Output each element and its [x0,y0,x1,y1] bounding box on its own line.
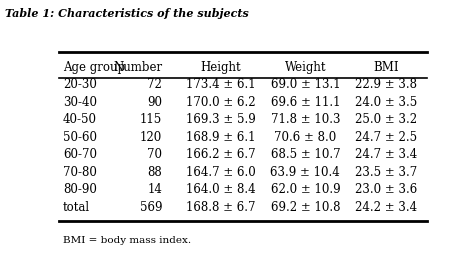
Text: 23.0 ± 3.6: 23.0 ± 3.6 [355,183,417,196]
Text: 120: 120 [140,131,162,144]
Text: 164.7 ± 6.0: 164.7 ± 6.0 [186,166,256,179]
Text: 14: 14 [147,183,162,196]
Text: 71.8 ± 10.3: 71.8 ± 10.3 [271,113,340,126]
Text: 24.0 ± 3.5: 24.0 ± 3.5 [355,96,417,109]
Text: 24.2 ± 3.4: 24.2 ± 3.4 [355,201,417,214]
Text: Height: Height [201,61,241,74]
Text: 22.9 ± 3.8: 22.9 ± 3.8 [355,78,417,91]
Text: 24.7 ± 3.4: 24.7 ± 3.4 [355,148,417,161]
Text: Age group: Age group [63,61,125,74]
Text: 30-40: 30-40 [63,96,97,109]
Text: 168.9 ± 6.1: 168.9 ± 6.1 [186,131,255,144]
Text: BMI = body mass index.: BMI = body mass index. [63,236,191,245]
Text: 20-30: 20-30 [63,78,97,91]
Text: 40-50: 40-50 [63,113,97,126]
Text: 69.0 ± 13.1: 69.0 ± 13.1 [271,78,340,91]
Text: 50-60: 50-60 [63,131,97,144]
Text: 90: 90 [147,96,162,109]
Text: 166.2 ± 6.7: 166.2 ± 6.7 [186,148,255,161]
Text: 88: 88 [147,166,162,179]
Text: BMI: BMI [374,61,399,74]
Text: 569: 569 [140,201,162,214]
Text: Number: Number [113,61,162,74]
Text: 173.4 ± 6.1: 173.4 ± 6.1 [186,78,255,91]
Text: 69.6 ± 11.1: 69.6 ± 11.1 [271,96,340,109]
Text: 70: 70 [147,148,162,161]
Text: 69.2 ± 10.8: 69.2 ± 10.8 [271,201,340,214]
Text: 24.7 ± 2.5: 24.7 ± 2.5 [355,131,417,144]
Text: 62.0 ± 10.9: 62.0 ± 10.9 [271,183,340,196]
Text: 70-80: 70-80 [63,166,97,179]
Text: 23.5 ± 3.7: 23.5 ± 3.7 [355,166,417,179]
Text: 168.8 ± 6.7: 168.8 ± 6.7 [186,201,255,214]
Text: 80-90: 80-90 [63,183,97,196]
Text: Weight: Weight [284,61,326,74]
Text: 115: 115 [140,113,162,126]
Text: 170.0 ± 6.2: 170.0 ± 6.2 [186,96,255,109]
Text: 169.3 ± 5.9: 169.3 ± 5.9 [186,113,256,126]
Text: 60-70: 60-70 [63,148,97,161]
Text: 72: 72 [147,78,162,91]
Text: Table 1: Characteristics of the subjects: Table 1: Characteristics of the subjects [5,8,248,19]
Text: 70.6 ± 8.0: 70.6 ± 8.0 [274,131,337,144]
Text: 164.0 ± 8.4: 164.0 ± 8.4 [186,183,255,196]
Text: 63.9 ± 10.4: 63.9 ± 10.4 [271,166,340,179]
Text: 68.5 ± 10.7: 68.5 ± 10.7 [271,148,340,161]
Text: 25.0 ± 3.2: 25.0 ± 3.2 [355,113,417,126]
Text: total: total [63,201,90,214]
